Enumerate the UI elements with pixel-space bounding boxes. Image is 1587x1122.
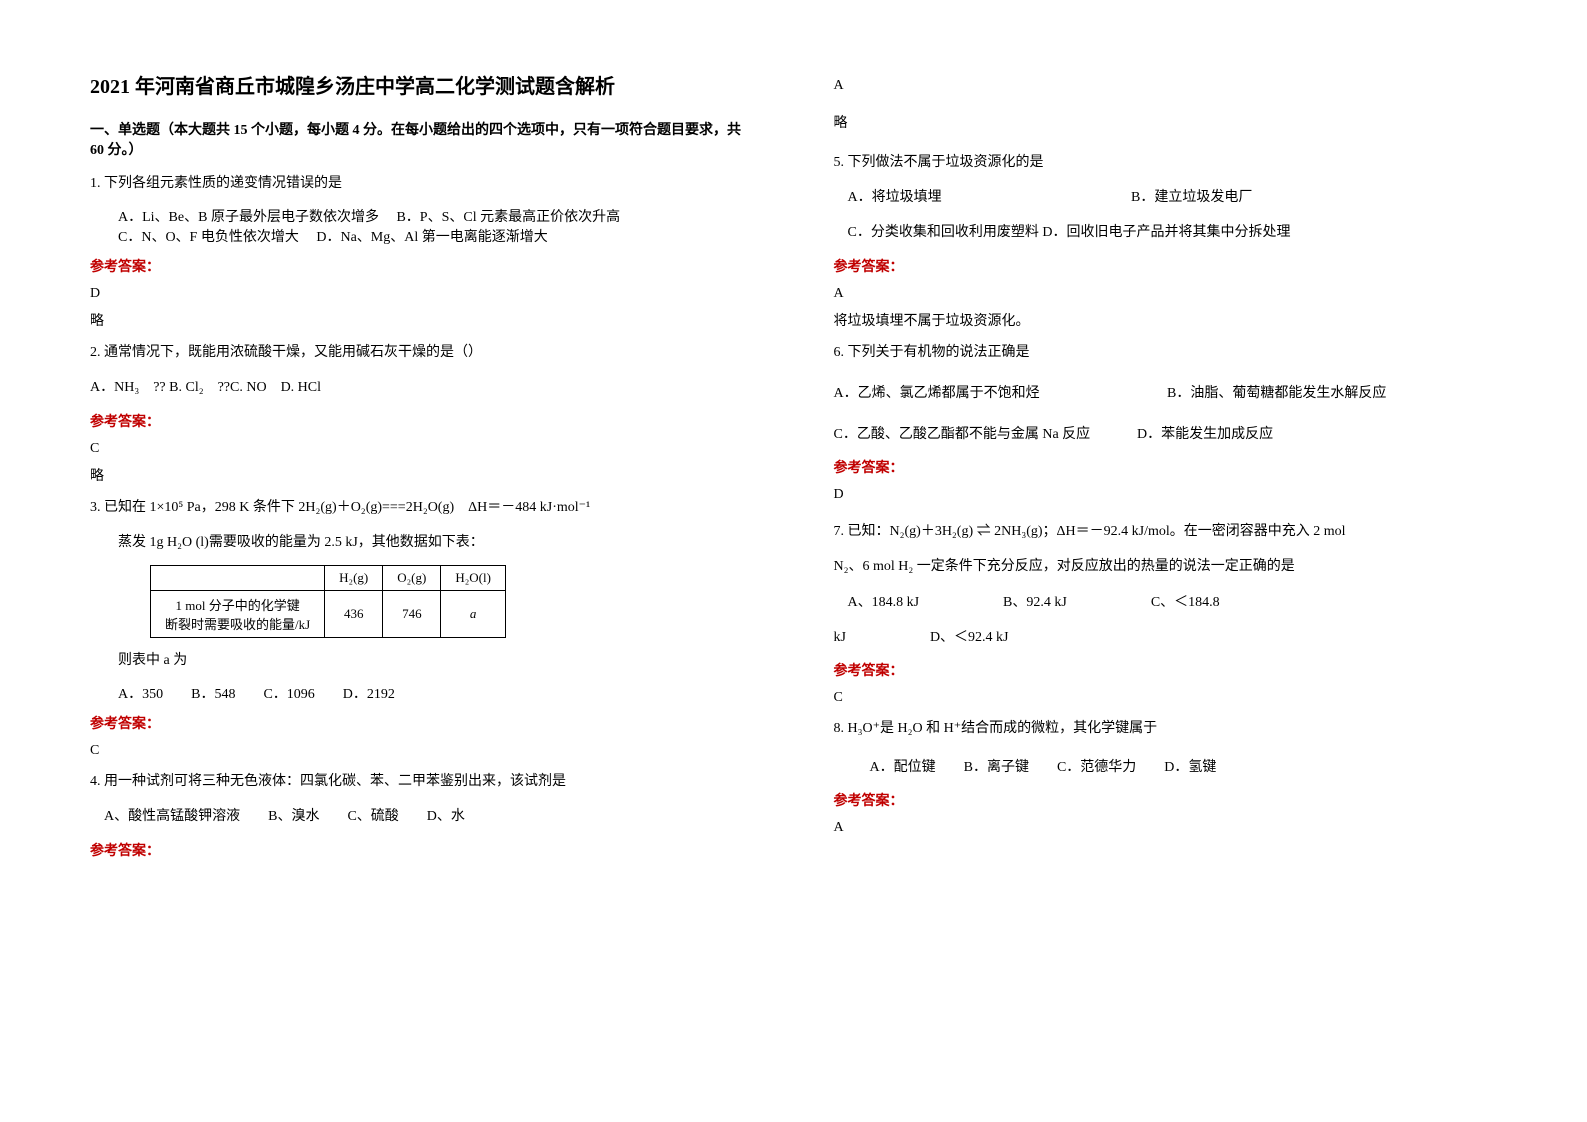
section-header: 一、单选题（本大题共 15 个小题，每小题 4 分。在每小题给出的四个选项中，只… xyxy=(90,119,754,159)
q3-th3: O₂(g) xyxy=(383,565,441,590)
q6-optD: D．苯能发生加成反应 xyxy=(1137,427,1273,442)
q3-opts: A．350 B．548 C．1096 D．2192 xyxy=(118,683,754,703)
q8-opts: A．配位键 B．离子键 C．范德华力 D．氢键 xyxy=(834,755,1508,780)
q3-line2: 蒸发 1g H₂O (l)需要吸收的能量为 2.5 kJ，其他数据如下表： xyxy=(90,530,754,555)
q2-exp: 略 xyxy=(90,465,754,485)
q3-after-text: 则表中 a 为 xyxy=(118,653,187,668)
q5-ans: A xyxy=(834,286,1508,302)
q6-row2: C．乙酸、乙酸乙酯都不能与金属 Na 反应 D．苯能发生加成反应 xyxy=(834,422,1508,447)
q4-ans: A xyxy=(834,78,1508,94)
q1-optB: B．P、S、Cl 元素最高正价依次升高 xyxy=(396,210,620,225)
q5-optC: C．分类收集和回收利用废塑料 xyxy=(848,225,1039,240)
q6-optC: C．乙酸、乙酸乙酯都不能与金属 Na 反应 xyxy=(834,422,1134,447)
q3-r1c3: 746 xyxy=(383,590,441,637)
q1-stem: 1. 下列各组元素性质的递变情况错误的是 xyxy=(90,171,754,196)
q6-ans-label: 参考答案： xyxy=(834,457,1508,477)
q2-stem: 2. 通常情况下，既能用浓硫酸干燥，又能用碱石灰干燥的是（） xyxy=(90,340,754,365)
right-column: A 略 5. 下列做法不属于垃圾资源化的是 A．将垃圾填埋 B．建立垃圾发电厂 … xyxy=(794,0,1587,1122)
q5-stem: 5. 下列做法不属于垃圾资源化的是 xyxy=(834,150,1508,175)
q3-th1 xyxy=(151,565,325,590)
q3-r1c1b: 断裂时需要吸收的能量/kJ xyxy=(165,614,310,633)
q2-ans-label: 参考答案： xyxy=(90,411,754,431)
q1-optA: A．Li、Be、B 原子最外层电子数依次增多 xyxy=(118,210,379,225)
q4-exp: 略 xyxy=(834,112,1508,132)
q4-stem: 4. 用一种试剂可将三种无色液体：四氯化碳、苯、二甲苯鉴别出来，该试剂是 xyxy=(90,769,754,794)
q3-ans: C xyxy=(90,743,754,759)
q4-ans-label: 参考答案： xyxy=(90,840,754,860)
q1-options: A．Li、Be、B 原子最外层电子数依次增多 B．P、S、Cl 元素最高正价依次… xyxy=(90,206,754,246)
q3-ans-label: 参考答案： xyxy=(90,713,754,733)
q3-r1c2: 436 xyxy=(325,590,383,637)
q7-ans: C xyxy=(834,690,1508,706)
q3-r1c1a: 1 mol 分子中的化学键 xyxy=(165,595,310,614)
q5-optD: D．回收旧电子产品并将其集中分拆处理 xyxy=(1042,225,1290,240)
q6-ans: D xyxy=(834,487,1508,503)
q6-row1: A．乙烯、氯乙烯都属于不饱和烃 B．油脂、葡萄糖都能发生水解反应 xyxy=(834,381,1508,406)
q8-ans-label: 参考答案： xyxy=(834,790,1508,810)
q3-after: 则表中 a 为 xyxy=(90,648,754,673)
q3-th4: H₂O(l) xyxy=(441,565,506,590)
q7-opts2: kJ D、＜92.4 kJ xyxy=(834,625,1508,650)
q7-ans-label: 参考答案： xyxy=(834,660,1508,680)
q3-line1: 3. 已知在 1×10⁵ Pa，298 K 条件下 2H₂(g)＋O₂(g)==… xyxy=(90,495,754,520)
page-title: 2021 年河南省商丘市城隍乡汤庄中学高二化学测试题含解析 xyxy=(90,70,754,99)
q3-th2: H₂(g) xyxy=(325,565,383,590)
q4-opts: A、酸性高锰酸钾溶液 B、溴水 C、硫酸 D、水 xyxy=(90,804,754,829)
q1-optD: D．Na、Mg、Al 第一电离能逐渐增大 xyxy=(316,230,547,245)
q1-optC: C．N、O、F 电负性依次增大 xyxy=(118,230,299,245)
q1-exp: 略 xyxy=(90,310,754,330)
q5-optA: A．将垃圾填埋 xyxy=(848,185,1128,210)
q3-table: H₂(g) O₂(g) H₂O(l) 1 mol 分子中的化学键 断裂时需要吸收… xyxy=(150,565,506,638)
q8-stem: 8. H₃O⁺是 H₂O 和 H⁺结合而成的微粒，其化学键属于 xyxy=(834,716,1508,741)
q7-stem2: N₂、6 mol H₂ 一定条件下充分反应，对反应放出的热量的说法一定正确的是 xyxy=(834,554,1508,579)
q3-r1c1: 1 mol 分子中的化学键 断裂时需要吸收的能量/kJ xyxy=(151,590,325,637)
q5-opts-row2: C．分类收集和回收利用废塑料 D．回收旧电子产品并将其集中分拆处理 xyxy=(834,220,1508,245)
q5-optB: B．建立垃圾发电厂 xyxy=(1131,190,1252,205)
q6-optA: A．乙烯、氯乙烯都属于不饱和烃 xyxy=(834,381,1164,406)
q8-ans: A xyxy=(834,820,1508,836)
q7-opts1: A、184.8 kJ B、92.4 kJ C、＜184.8 xyxy=(834,590,1508,615)
q1-ans: D xyxy=(90,286,754,302)
q2-opts: A．NH₃ ?? B. Cl₂ ??C. NO D. HCl xyxy=(90,375,754,400)
q2-ans: C xyxy=(90,441,754,457)
q5-ans-label: 参考答案： xyxy=(834,256,1508,276)
q3-r1c4: a xyxy=(441,590,506,637)
q1-ans-label: 参考答案： xyxy=(90,256,754,276)
q5-opts-row1: A．将垃圾填埋 B．建立垃圾发电厂 xyxy=(834,185,1508,210)
q6-stem: 6. 下列关于有机物的说法正确是 xyxy=(834,340,1508,365)
left-column: 2021 年河南省商丘市城隍乡汤庄中学高二化学测试题含解析 一、单选题（本大题共… xyxy=(0,0,794,1122)
q5-exp: 将垃圾填埋不属于垃圾资源化。 xyxy=(834,310,1508,330)
q6-optB: B．油脂、葡萄糖都能发生水解反应 xyxy=(1167,386,1386,401)
q7-stem1: 7. 已知：N₂(g)＋3H₂(g) ⇌ 2NH₃(g)；ΔH＝－92.4 kJ… xyxy=(834,519,1508,544)
